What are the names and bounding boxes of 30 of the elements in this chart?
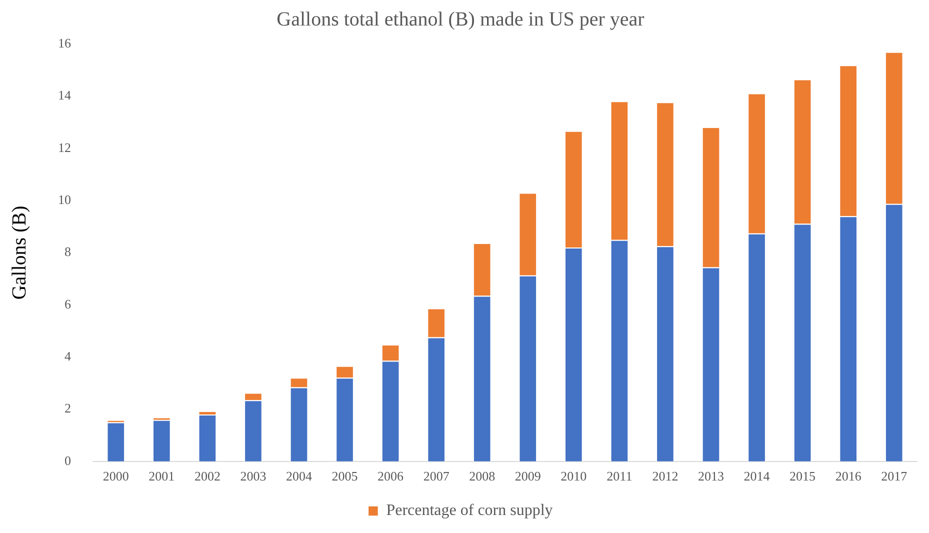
y-tick-label: 14 [58,88,72,103]
x-tick-label: 2001 [148,468,175,484]
x-tick-label: 2016 [835,468,862,484]
x-tick-label: 2012 [652,468,678,484]
x-tick-label: 2008 [469,468,496,484]
x-tick-label: 2013 [698,468,724,484]
x-tick-label: 2004 [286,468,312,484]
chart-title: Gallons total ethanol (B) made in US per year [276,8,645,30]
x-tick-label: 2010 [560,468,587,484]
legend-label: Percentage of corn supply [386,502,553,520]
y-axis-title: Gallons (B) [8,206,30,300]
x-tick-label: 2017 [881,468,908,484]
x-tick-label: 2011 [606,468,632,484]
x-tick-label: 2000 [102,468,129,484]
x-tick-label: 2014 [744,468,770,484]
x-tick-label: 2015 [790,468,816,484]
y-tick-label: 16 [58,35,72,50]
x-tick-label: 2003 [240,468,266,484]
y-tick-label: 8 [64,244,71,260]
x-tick-label: 2005 [332,468,358,484]
x-tick-label: 2009 [514,468,541,484]
x-tick-label: 2002 [194,468,220,484]
x-tick-label: 2006 [378,468,404,484]
y-tick-label: 10 [58,192,71,207]
y-tick-label: 6 [64,296,72,312]
x-tick-label: 2007 [423,468,450,484]
y-tick-label: 12 [58,140,71,155]
y-tick-label: 2 [64,400,71,416]
y-tick-label: 4 [64,348,72,364]
y-tick-label: 0 [64,452,71,468]
